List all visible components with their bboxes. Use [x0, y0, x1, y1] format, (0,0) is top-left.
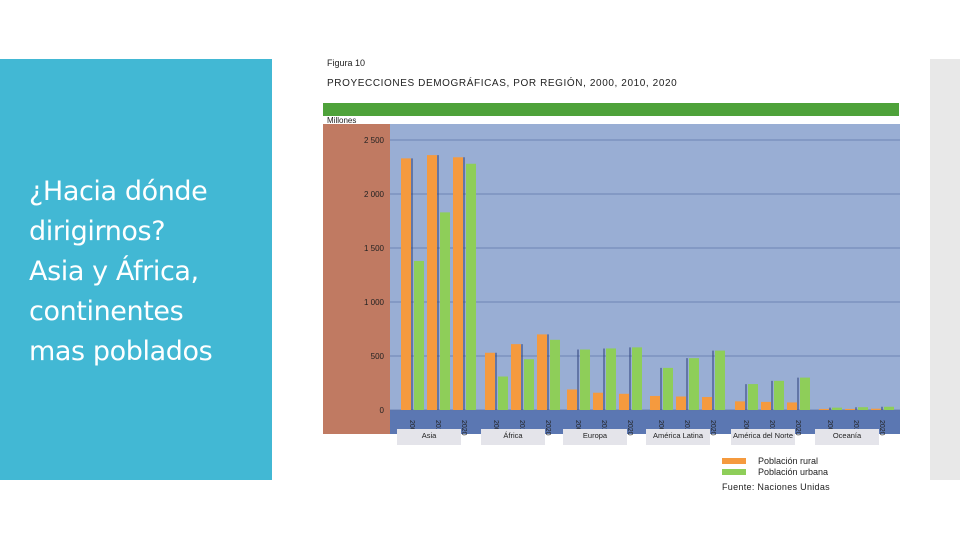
x-year-label: 2010 — [683, 420, 690, 436]
bar-urban — [580, 349, 590, 410]
bar-rural — [401, 158, 411, 410]
figure-title: PROYECCIONES DEMOGRÁFICAS, POR REGIÓN, 2… — [327, 78, 678, 89]
region-label-box — [731, 429, 795, 445]
bar-rural — [845, 408, 855, 410]
bar-rural — [511, 344, 521, 410]
x-year-label: 2020 — [544, 420, 551, 436]
region-label-box — [563, 429, 627, 445]
x-year-label: 2010 — [768, 420, 775, 436]
bar-rural — [537, 334, 547, 410]
bar-urban — [800, 377, 810, 410]
bar-urban — [663, 367, 673, 410]
title-line: Asia y África, — [29, 256, 199, 287]
bar-rural — [453, 157, 463, 410]
x-year-label: 2000 — [574, 420, 581, 436]
right-edge-strip — [930, 59, 960, 480]
title-line: continentes — [29, 296, 184, 327]
bar-urban — [466, 163, 476, 410]
legend-swatch-urban — [722, 468, 746, 475]
x-year-label: 2010 — [518, 420, 525, 436]
bar-rural — [702, 397, 712, 410]
y-axis-units: Millones — [327, 116, 357, 125]
bar-rural — [676, 396, 686, 410]
bar-rural — [619, 393, 629, 410]
x-year-label: 2000 — [742, 420, 749, 436]
figure-label: Figura 10 — [327, 58, 366, 68]
region-label: Asia — [422, 431, 437, 440]
bar-urban — [832, 407, 842, 410]
region-label: Oceanía — [833, 431, 862, 440]
title-line: dirigirnos? — [29, 216, 166, 247]
x-year-label: 2020 — [878, 420, 885, 436]
legend-item-rural: Población rural — [722, 455, 828, 466]
chart-legend: Población rural Población urbana — [722, 455, 828, 477]
figure-source: Fuente: Naciones Unidas — [722, 482, 830, 492]
y-tick-label: 2 500 — [364, 136, 385, 145]
bar-rural — [485, 352, 495, 410]
figure-header-band — [323, 103, 899, 116]
slide-title: ¿Hacia dónde dirigirnos? Asia y África, … — [29, 172, 264, 372]
legend-swatch-rural — [722, 457, 746, 464]
y-tick-label: 1 000 — [364, 298, 385, 307]
bar-rural — [593, 392, 603, 410]
bar-urban — [858, 407, 868, 410]
title-line: mas poblados — [29, 336, 213, 367]
bar-urban — [550, 339, 560, 410]
bar-urban — [632, 347, 642, 410]
region-label-box — [397, 429, 461, 445]
legend-label-urban: Población urbana — [758, 466, 829, 477]
bar-urban — [524, 359, 534, 410]
region-label: África — [503, 431, 523, 440]
x-year-label: 2020 — [460, 420, 467, 436]
legend-item-urban: Población urbana — [722, 466, 828, 477]
x-year-label: 2020 — [626, 420, 633, 436]
x-year-label: 2020 — [794, 420, 801, 436]
title-line: ¿Hacia dónde — [29, 176, 208, 207]
x-year-label: 2000 — [408, 420, 415, 436]
legend-label-rural: Población rural — [758, 455, 819, 466]
bar-urban — [884, 406, 894, 410]
y-axis-panel — [323, 124, 390, 434]
bar-rural — [567, 389, 577, 410]
x-year-label: 2010 — [434, 420, 441, 436]
bar-rural — [427, 155, 437, 410]
y-tick-label: 0 — [380, 406, 385, 415]
y-tick-label: 2 000 — [364, 190, 385, 199]
bar-urban — [440, 212, 450, 410]
bar-rural — [761, 401, 771, 410]
y-tick-label: 1 500 — [364, 244, 385, 253]
region-label-box — [815, 429, 879, 445]
bar-urban — [498, 376, 508, 410]
bar-rural — [819, 408, 829, 410]
x-year-label: 2000 — [492, 420, 499, 436]
region-label: América del Norte — [733, 431, 793, 440]
region-label-box — [646, 429, 710, 445]
bar-urban — [689, 358, 699, 410]
bar-rural — [650, 395, 660, 410]
region-label: América Latina — [653, 431, 704, 440]
x-year-label: 2020 — [709, 420, 716, 436]
bar-urban — [748, 384, 758, 410]
y-tick-label: 500 — [371, 352, 385, 361]
x-year-label: 2010 — [852, 420, 859, 436]
bar-urban — [715, 350, 725, 410]
bar-rural — [787, 402, 797, 410]
x-year-label: 2000 — [657, 420, 664, 436]
bar-urban — [774, 380, 784, 410]
x-year-label: 2000 — [826, 420, 833, 436]
bar-chart: 0 500 1 000 1 500 2 000 2 500 2000 2010 2020 Asia… — [323, 124, 900, 445]
region-label-box — [481, 429, 545, 445]
bar-urban — [414, 260, 424, 410]
bar-rural — [735, 401, 745, 410]
region-label: Europa — [583, 431, 608, 440]
bar-urban — [606, 348, 616, 410]
title-panel — [0, 59, 272, 480]
x-year-label: 2010 — [600, 420, 607, 436]
bar-rural — [871, 408, 881, 410]
